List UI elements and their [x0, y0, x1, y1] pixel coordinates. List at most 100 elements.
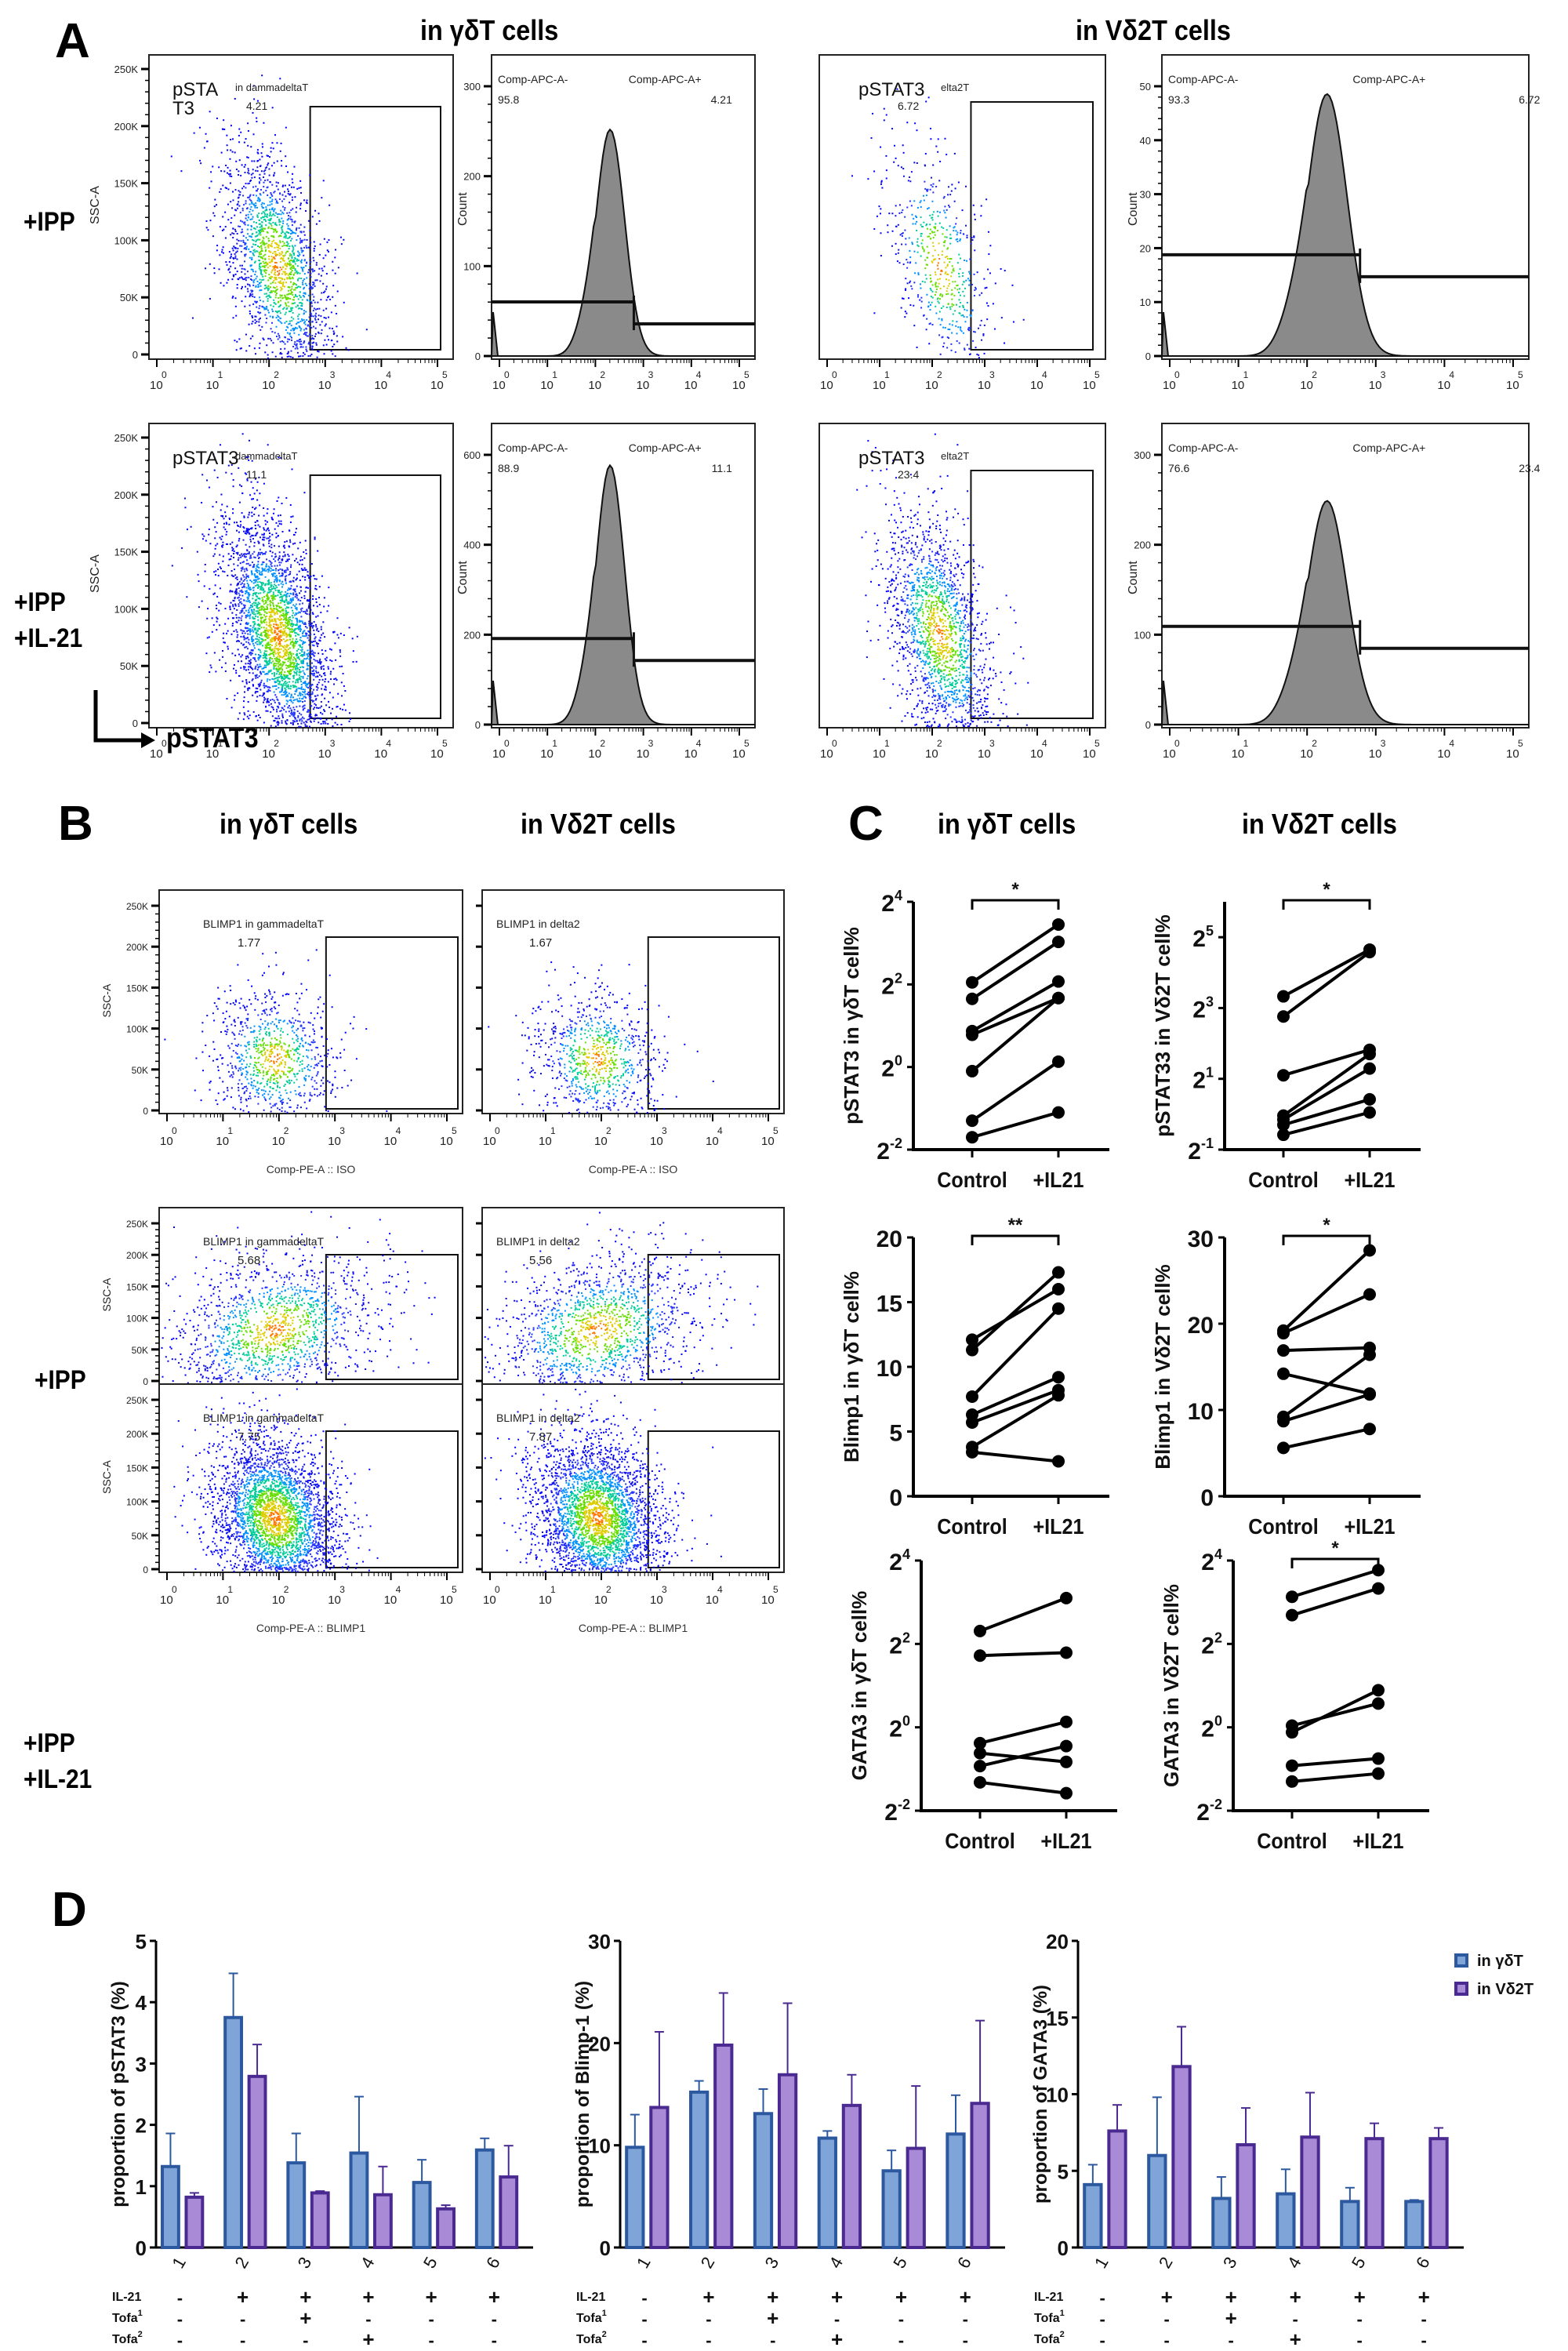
- event-dot: [242, 539, 245, 541]
- event-dot: [252, 598, 254, 600]
- event-dot: [277, 249, 279, 251]
- event-dot: [292, 307, 294, 309]
- event-dot: [308, 715, 310, 718]
- event-dot: [950, 349, 953, 351]
- event-dot: [944, 240, 946, 242]
- x-tick-exponent: 1: [552, 369, 557, 380]
- event-dot: [322, 668, 325, 670]
- event-dot: [958, 342, 960, 344]
- event-dot: [271, 107, 274, 109]
- event-dot: [307, 607, 310, 609]
- event-dot: [241, 553, 243, 555]
- event-dot: [252, 613, 255, 616]
- event-dot: [260, 613, 263, 616]
- event-dot: [270, 608, 273, 610]
- event-dot: [286, 674, 289, 677]
- event-dot: [225, 471, 227, 474]
- event-dot: [296, 239, 298, 242]
- event-dot: [303, 635, 306, 638]
- event-dot: [305, 264, 307, 267]
- event-dot: [251, 245, 253, 248]
- event-dot: [238, 594, 241, 597]
- event-dot: [261, 667, 263, 670]
- event-dot: [270, 217, 272, 220]
- event-dot: [270, 588, 272, 590]
- event-dot: [1004, 270, 1006, 272]
- event-dot: [256, 592, 258, 594]
- event-dot: [213, 205, 216, 208]
- event-dot: [303, 492, 306, 494]
- event-dot: [299, 590, 302, 592]
- event-dot: [300, 231, 303, 233]
- event-dot: [296, 296, 298, 298]
- event-dot: [263, 307, 266, 309]
- event-dot: [306, 202, 308, 205]
- event-dot: [243, 630, 245, 632]
- event-dot: [284, 285, 286, 288]
- event-dot: [303, 623, 305, 625]
- event-dot: [302, 700, 304, 703]
- event-dot: [269, 261, 271, 263]
- event-dot: [934, 227, 936, 230]
- event-dot: [238, 580, 241, 583]
- event-dot: [290, 307, 292, 309]
- event-dot: [275, 663, 278, 665]
- event-dot: [237, 551, 239, 554]
- event-dot: [279, 267, 281, 269]
- event-dot: [200, 162, 202, 165]
- event-dot: [205, 220, 208, 222]
- event-dot: [287, 237, 289, 239]
- event-dot: [332, 260, 334, 263]
- event-dot: [285, 304, 288, 307]
- event-dot: [252, 284, 255, 286]
- event-dot: [299, 180, 302, 182]
- event-dot: [181, 547, 183, 549]
- event-dot: [287, 231, 289, 234]
- event-dot: [237, 634, 239, 636]
- event-dot: [205, 227, 208, 229]
- event-dot: [269, 213, 271, 215]
- event-dot: [294, 196, 296, 198]
- event-dot: [893, 161, 895, 163]
- event-dot: [289, 356, 292, 358]
- event-dot: [245, 645, 248, 648]
- event-dot: [232, 191, 234, 193]
- event-dot: [267, 357, 269, 359]
- event-dot: [292, 299, 294, 301]
- event-dot: [285, 274, 287, 276]
- event-dot: [281, 245, 284, 248]
- event-dot: [947, 273, 949, 275]
- event-dot: [238, 141, 241, 144]
- event-dot: [308, 316, 310, 318]
- event-dot: [280, 675, 282, 678]
- event-dot: [299, 260, 302, 263]
- event-dot: [264, 314, 267, 316]
- y-tick-label: 0: [132, 718, 138, 729]
- event-dot: [278, 619, 281, 621]
- event-dot: [273, 267, 275, 269]
- event-dot: [262, 275, 264, 278]
- event-dot: [270, 547, 273, 549]
- event-dot: [272, 601, 274, 604]
- event-dot: [267, 643, 270, 645]
- event-dot: [885, 169, 887, 172]
- event-dot: [317, 301, 319, 303]
- event-dot: [286, 340, 289, 343]
- event-dot: [235, 168, 238, 170]
- event-dot: [271, 533, 274, 536]
- event-dot: [310, 353, 313, 355]
- event-dot: [232, 575, 234, 577]
- event-dot: [212, 506, 214, 508]
- event-dot: [273, 191, 275, 194]
- event-dot: [323, 597, 325, 599]
- event-dot: [252, 280, 255, 282]
- event-dot: [272, 708, 274, 710]
- event-dot: [260, 234, 262, 236]
- event-dot: [245, 253, 247, 256]
- event-dot: [281, 665, 283, 667]
- event-dot: [256, 598, 258, 601]
- positive-gate-value: 6.72: [1519, 93, 1540, 106]
- event-dot: [927, 301, 930, 303]
- event-dot: [940, 269, 942, 271]
- event-dot: [294, 716, 296, 718]
